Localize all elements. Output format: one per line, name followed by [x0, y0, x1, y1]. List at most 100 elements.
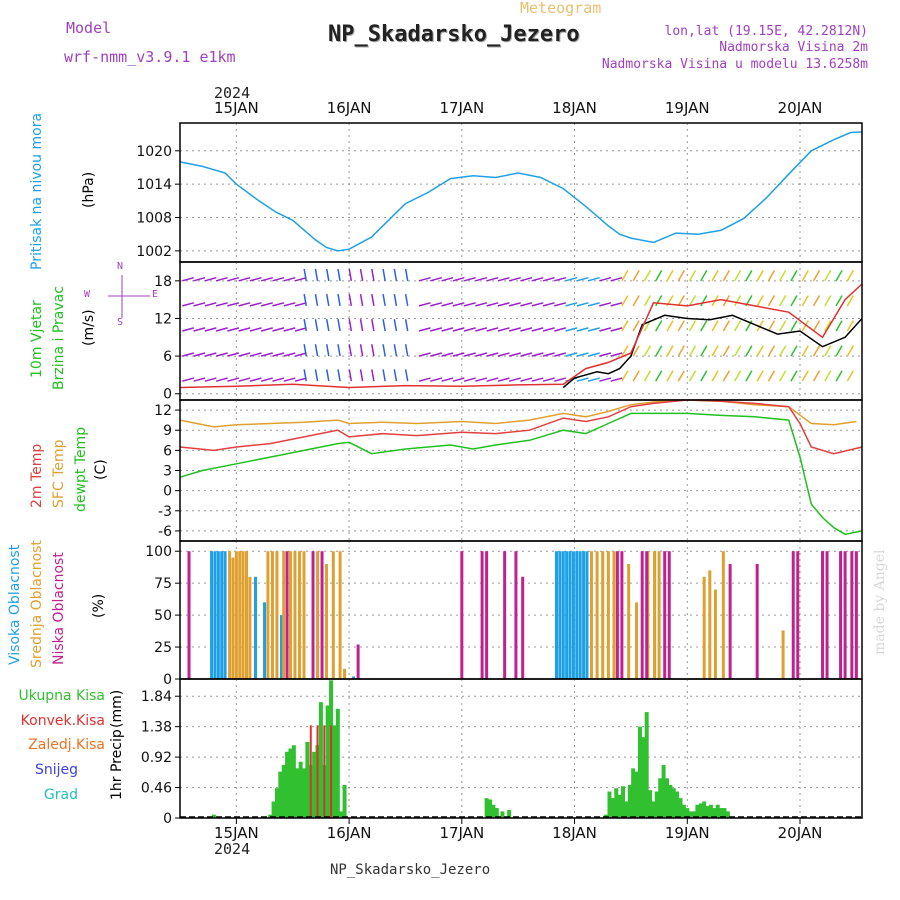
bar-precip-total: [291, 745, 296, 818]
wind-barb: [463, 276, 476, 282]
bar-precip-total: [722, 808, 727, 818]
bar-precip-total: [715, 804, 720, 818]
wind-label: 10m Vjetar: [29, 300, 45, 378]
wind-barb: [393, 268, 398, 281]
wind-barb: [227, 352, 240, 357]
wind-barb: [359, 319, 364, 332]
bar-clouds-low: [821, 551, 825, 679]
wind-barb: [733, 370, 742, 382]
wind-barb: [790, 295, 798, 307]
wind-barb: [249, 327, 262, 332]
wind-barb: [325, 369, 330, 382]
bar-clouds-mid: [275, 551, 279, 679]
bar-precip-total: [654, 791, 659, 818]
wind-barb: [359, 344, 364, 357]
wind-barb: [359, 293, 364, 307]
wind-barb: [314, 268, 319, 281]
wind-barb: [835, 370, 843, 382]
wind-barb: [193, 327, 206, 332]
wind-barb: [801, 295, 809, 307]
bar-precip-total: [507, 810, 512, 818]
wind-barb: [655, 345, 663, 357]
chart-subtitle: Meteogram: [520, 0, 602, 17]
wind-barb: [441, 377, 454, 382]
wind-barb: [337, 268, 341, 281]
wind-barb: [452, 352, 465, 357]
wind-barb: [767, 345, 776, 357]
wind-barb: [542, 302, 555, 307]
bar-clouds-low: [311, 551, 315, 679]
wind-barb: [260, 276, 273, 282]
wind-barb: [272, 377, 285, 382]
year-label-top: 2024: [214, 84, 251, 102]
wind-barb: [846, 320, 854, 332]
wind-barb: [430, 352, 443, 357]
bar-clouds-high: [578, 551, 582, 679]
bar-precip-total: [658, 778, 663, 818]
bar-precip-total: [295, 768, 300, 818]
wind-barb: [531, 327, 544, 332]
wind-barb: [294, 302, 307, 307]
bar-precip-total: [332, 725, 337, 818]
series-line-pressure-main: [179, 131, 863, 252]
wind-barb: [700, 345, 708, 357]
model-name: wrf-nmm_v3.9.1 e1km: [64, 48, 236, 66]
wind-barb: [621, 270, 629, 282]
bar-precip-total: [500, 811, 505, 818]
wind-barb: [779, 295, 787, 307]
bar-clouds-low: [728, 564, 732, 679]
wind-barb: [733, 345, 742, 357]
wind-barb: [666, 320, 674, 332]
bar-clouds-low: [485, 551, 489, 679]
wind-barb: [204, 327, 217, 332]
bar-clouds-mid: [297, 551, 301, 679]
bar-precip-total: [708, 804, 713, 818]
wind-barb: [688, 370, 697, 382]
wind-barb: [520, 302, 533, 307]
wind-barb: [835, 270, 843, 282]
bar-clouds-high: [352, 676, 356, 679]
wind-barb: [565, 276, 578, 282]
wind-barb: [599, 276, 612, 282]
bar-clouds-mid: [238, 551, 242, 679]
bar-precip-total: [681, 804, 686, 818]
wind-barb: [463, 352, 476, 357]
wind-barb: [576, 377, 589, 382]
bar-precip-total: [318, 702, 323, 818]
wind-barb: [348, 268, 353, 281]
wind-barb: [666, 345, 674, 357]
bar-clouds-mid: [234, 551, 238, 679]
wind-barb: [846, 295, 854, 307]
wind-barb: [182, 352, 195, 357]
bar-clouds-low: [285, 551, 289, 679]
wind-barb: [666, 370, 674, 382]
ytick-label-precip: 1.84: [141, 689, 172, 705]
wind-barb: [824, 270, 832, 282]
bar-precip-total: [627, 784, 632, 818]
series-line-temperature-dewpt: [179, 412, 863, 536]
wind-barb: [632, 320, 640, 332]
bar-clouds-mid: [228, 551, 232, 679]
wind-barb: [452, 302, 465, 307]
compass-west: W: [84, 289, 91, 300]
xtick-label-top: 18JAN: [552, 99, 597, 117]
wind-barb: [677, 320, 685, 332]
wind-barb: [542, 276, 555, 282]
wind-barb: [382, 293, 386, 307]
ytick-label-clouds: 100: [145, 544, 172, 560]
wind-barb: [610, 276, 623, 282]
wind-barb: [655, 295, 663, 307]
wind-barb: [393, 293, 398, 307]
wind-barb: [283, 327, 296, 332]
wind-barb: [238, 302, 251, 307]
wind-barb: [824, 295, 832, 307]
wind-barb: [260, 352, 273, 357]
bar-clouds-mid: [781, 630, 785, 679]
wind-barb: [497, 327, 510, 332]
wind-barb: [801, 320, 809, 332]
wind-barb: [554, 327, 567, 332]
bar-precip-total: [685, 808, 690, 818]
wind-barb: [182, 276, 195, 282]
wind-barb: [779, 320, 787, 332]
wind-barb: [272, 276, 285, 282]
